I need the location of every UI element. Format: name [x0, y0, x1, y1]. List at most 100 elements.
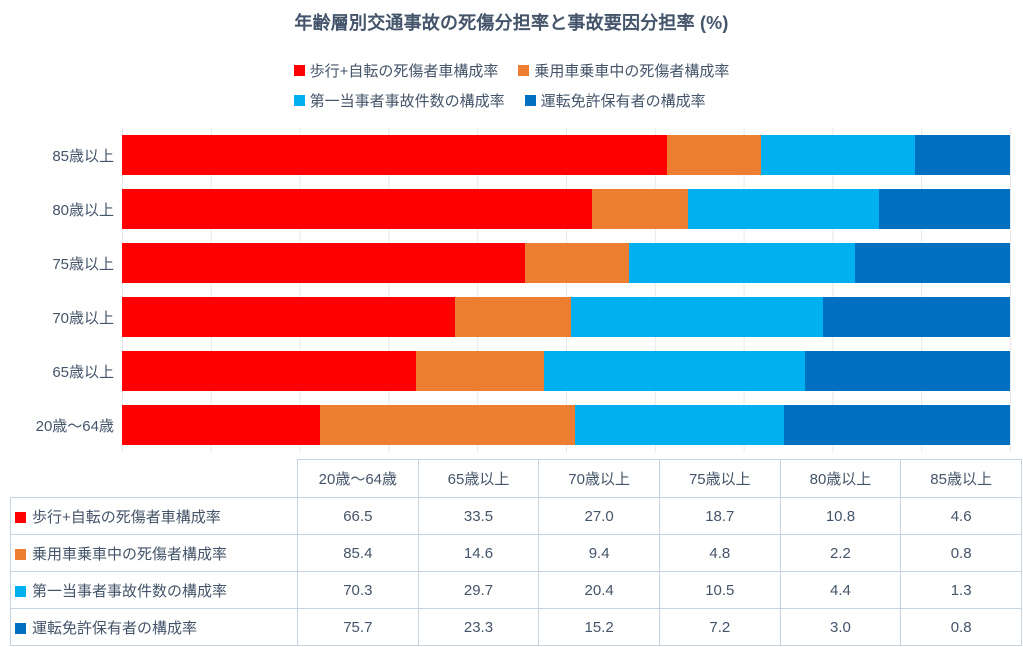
bar-row — [122, 236, 1010, 290]
bar-segment — [122, 351, 417, 391]
table-cell-value: 4.8 — [658, 534, 781, 572]
series-name: 運転免許保有者の構成率 — [32, 619, 198, 637]
legend-row: 第一当事者事故件数の構成率 運転免許保有者の構成率 — [293, 85, 730, 115]
bar-segment — [592, 189, 688, 229]
table-cell-value: 10.5 — [658, 571, 781, 609]
bar-segment — [574, 405, 785, 445]
bar-row — [122, 182, 1010, 236]
data-table: 20歳〜64歳 65歳以上 70歳以上 75歳以上 80歳以上 85歳以上 歩行+自転の死… — [10, 459, 1022, 646]
table-corner-cell — [10, 459, 298, 498]
y-axis-category-label: 85歳以上 — [52, 147, 114, 165]
table-cell-value: 33.5 — [417, 497, 540, 535]
table-cell-value: 85.4 — [297, 534, 419, 572]
table-cell-value: 66.5 — [297, 497, 419, 535]
legend-row: 歩行+自転の死傷者車構成率 乗用車乗車中の死傷者構成率 — [293, 55, 729, 85]
table-cell-value: 18.7 — [658, 497, 781, 535]
table-column-header: 65歳以上 — [417, 459, 540, 498]
stacked-bar — [122, 135, 1010, 175]
bar-segment — [784, 405, 1010, 445]
stacked-bar — [122, 405, 1010, 445]
series-name: 歩行+自転の死傷者車構成率 — [32, 508, 221, 526]
chart-legend: 歩行+自転の死傷者車構成率 乗用車乗車中の死傷者構成率第一当事者事故件数の構成率 運… — [0, 55, 1023, 115]
y-axis-category-label: 20歳〜64歳 — [35, 417, 114, 435]
legend-swatch-icon — [524, 94, 536, 106]
table-row: 歩行+自転の死傷者車構成率 66.5 33.5 27.0 18.7 10.8 4.6 — [10, 497, 1022, 535]
bar-segment — [805, 351, 1010, 391]
bar-segment — [854, 243, 1010, 283]
legend-swatch-icon — [293, 94, 305, 106]
table-column-header: 80歳以上 — [779, 459, 902, 498]
table-cell-value: 20.4 — [538, 571, 660, 609]
table-row-label: 運転免許保有者の構成率 — [10, 608, 298, 646]
bar-segment — [122, 135, 667, 175]
table-cell-value: 0.8 — [900, 534, 1022, 572]
table-cell-value: 15.2 — [538, 608, 660, 646]
table-cell-value: 27.0 — [538, 497, 660, 535]
bar-segment — [570, 297, 823, 337]
chart-title: 年齢層別交通事故の死傷分担率と事故要因分担率 (%) — [294, 13, 729, 33]
table-cell-value: 14.6 — [417, 534, 540, 572]
stacked-bar — [122, 243, 1010, 283]
bar-segment — [122, 243, 526, 283]
bar-segment — [320, 405, 575, 445]
legend-item-label: 第一当事者事故件数の構成率 — [309, 92, 505, 110]
legend-item: 歩行+自転の死傷者車構成率 — [293, 60, 499, 81]
table-row-label: 乗用車乗車中の死傷者構成率 — [10, 534, 298, 572]
table-row-label: 歩行+自転の死傷者車構成率 — [10, 497, 298, 535]
table-row: 第一当事者事故件数の構成率 70.3 29.7 20.4 10.5 4.4 1.3 — [10, 571, 1022, 609]
stacked-bar — [122, 297, 1010, 337]
bar-segment — [628, 243, 855, 283]
bar-segment — [416, 351, 545, 391]
series-swatch-icon — [15, 511, 26, 523]
bar-segment — [915, 135, 1010, 175]
table-column-header: 75歳以上 — [658, 459, 781, 498]
series-swatch-icon — [15, 585, 26, 597]
bar-segment — [666, 135, 762, 175]
bar-segment — [879, 189, 1010, 229]
table-header-row: 20歳〜64歳 65歳以上 70歳以上 75歳以上 80歳以上 85歳以上 — [10, 459, 1022, 498]
table-cell-value: 3.0 — [779, 608, 902, 646]
chart-legend-rows: 歩行+自転の死傷者車構成率 乗用車乗車中の死傷者構成率第一当事者事故件数の構成率 運… — [293, 55, 730, 115]
legend-item: 乗用車乗車中の死傷者構成率 — [518, 60, 729, 81]
table-row: 運転免許保有者の構成率 75.7 23.3 15.2 7.2 3.0 0.8 — [10, 608, 1022, 646]
bar-segment — [122, 297, 455, 337]
table-cell-value: 4.4 — [779, 571, 902, 609]
table-row-label: 第一当事者事故件数の構成率 — [10, 571, 298, 609]
stacked-bar — [122, 189, 1010, 229]
y-axis-category-label: 75歳以上 — [52, 255, 114, 273]
legend-item-label: 運転免許保有者の構成率 — [540, 92, 706, 110]
bar-row — [122, 398, 1010, 452]
plot-area — [122, 128, 1011, 452]
table-cell-value: 75.7 — [297, 608, 419, 646]
y-axis-category-label: 80歳以上 — [52, 201, 114, 219]
table-cell-value: 4.6 — [900, 497, 1022, 535]
legend-swatch-icon — [293, 64, 305, 76]
data-table-header: 20歳〜64歳 65歳以上 70歳以上 75歳以上 80歳以上 85歳以上 — [10, 459, 1022, 498]
table-cell-value: 10.8 — [779, 497, 902, 535]
bar-segment — [122, 405, 321, 445]
series-swatch-icon — [15, 622, 26, 634]
bar-segment — [822, 297, 1010, 337]
table-cell-value: 1.3 — [900, 571, 1022, 609]
bar-segment — [455, 297, 571, 337]
table-column-header: 70歳以上 — [538, 459, 660, 498]
table-cell-value: 9.4 — [538, 534, 660, 572]
bar-segment — [761, 135, 916, 175]
bar-segment — [525, 243, 629, 283]
bar-row — [122, 290, 1010, 344]
table-column-header: 85歳以上 — [900, 459, 1022, 498]
stacked-bar — [122, 351, 1010, 391]
y-axis-labels: 85歳以上 80歳以上 75歳以上 70歳以上 65歳以上 20歳〜64歳 — [0, 128, 114, 452]
legend-item: 運転免許保有者の構成率 — [524, 90, 706, 111]
table-row: 乗用車乗車中の死傷者構成率 85.4 14.6 9.4 4.8 2.2 0.8 — [10, 534, 1022, 572]
table-column-header: 20歳〜64歳 — [297, 459, 419, 498]
legend-item-label: 歩行+自転の死傷者車構成率 — [309, 62, 499, 80]
legend-item-label: 乗用車乗車中の死傷者構成率 — [534, 62, 730, 80]
legend-swatch-icon — [518, 64, 530, 76]
bar-segment — [544, 351, 806, 391]
y-axis-category-label: 65歳以上 — [52, 363, 114, 381]
series-name: 第一当事者事故件数の構成率 — [32, 582, 228, 600]
table-cell-value: 29.7 — [417, 571, 540, 609]
bar-segment — [687, 189, 880, 229]
